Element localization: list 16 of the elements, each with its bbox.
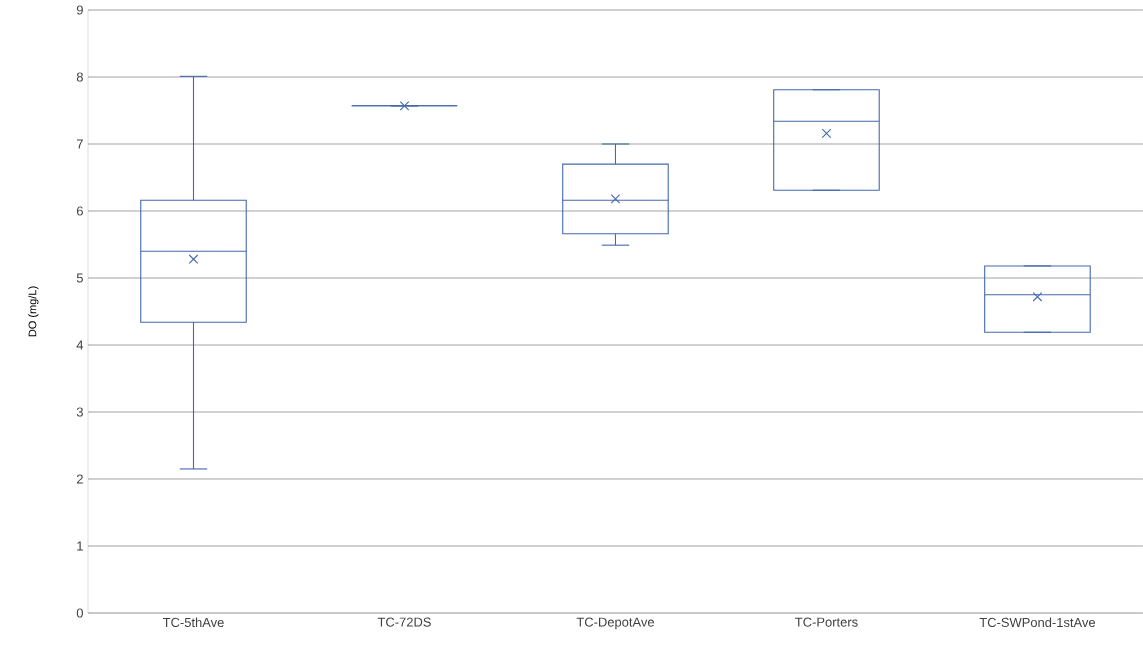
y-tick-label: 0 (76, 608, 83, 618)
y-tick-label: 7 (76, 139, 83, 149)
y-tick-label: 3 (76, 407, 83, 417)
x-tick-label: TC-DepotAve (576, 617, 654, 630)
x-tick-label: TC-5thAve (162, 617, 224, 628)
x-tick-label: TC-SWPond-1stAve (979, 617, 1096, 628)
y-tick-label: 8 (76, 72, 83, 82)
y-tick-label: 5 (76, 273, 83, 283)
y-tick-label: 2 (76, 474, 83, 484)
y-axis-title: DO (mg/L) (28, 286, 39, 337)
y-tick-label: 4 (76, 340, 84, 350)
x-tick-label: TC-72DS (377, 617, 431, 627)
y-tick-label: 6 (76, 206, 83, 216)
x-tick-label: TC-Porters (795, 617, 858, 627)
y-tick-label: 1 (77, 541, 83, 551)
y-tick-label: 9 (76, 5, 83, 15)
